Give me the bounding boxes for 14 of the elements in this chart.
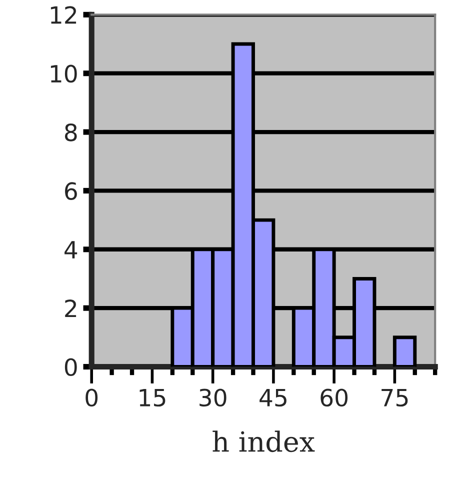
y-tick-label: 8 [64, 123, 77, 142]
y-tick-label: 6 [65, 182, 77, 200]
x-tick-label: 75 [382, 389, 408, 407]
x-tick-label: 30 [200, 388, 226, 407]
y-tick-label: 4 [64, 241, 78, 258]
x-tick-label: 45 [260, 389, 286, 407]
y-tick-label: 2 [65, 300, 76, 318]
x-tick-label: 15 [140, 389, 166, 407]
y-tick-label: 10 [50, 64, 77, 83]
y-tick-label: 0 [64, 358, 77, 376]
y-tick-label: 12 [50, 6, 76, 24]
x-tick-label: 0 [86, 388, 98, 407]
x-tick-label: 60 [320, 388, 348, 407]
x-axis-title: h index [212, 430, 315, 452]
